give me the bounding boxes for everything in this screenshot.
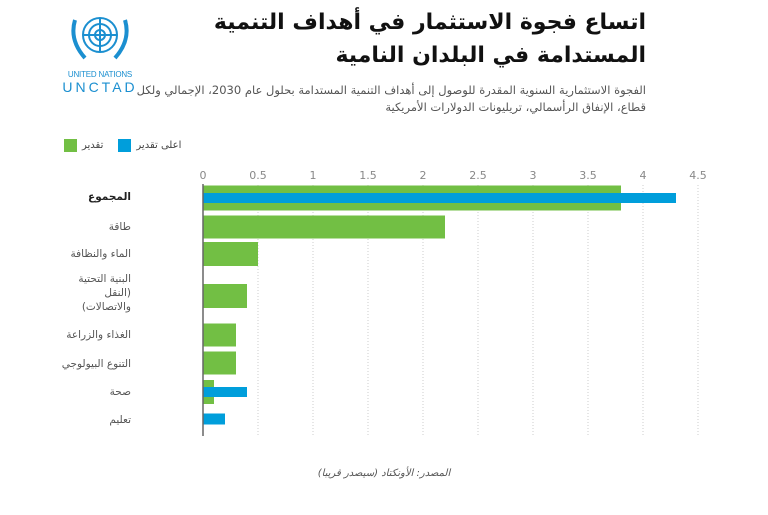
x-tick-label: 4.5 <box>689 169 707 182</box>
x-tick-label: 1 <box>310 169 317 182</box>
unctad-logo: UNITED NATIONS UNCTAD <box>62 6 138 95</box>
category-label-education: تعليم <box>109 414 131 426</box>
x-tick-label: 3.5 <box>579 169 597 182</box>
x-tick-label: 2 <box>420 169 427 182</box>
x-tick-label: 3 <box>530 169 537 182</box>
x-tick-label: 0.5 <box>249 169 267 182</box>
bar-estimate <box>203 351 236 375</box>
x-tick-label: 1.5 <box>359 169 377 182</box>
category-label-energy: طاقة <box>108 221 131 233</box>
category-label-food: الغذاء والزراعة <box>66 329 131 341</box>
logo-text-un: UNITED NATIONS <box>67 70 133 79</box>
bar-high-estimate <box>203 413 225 425</box>
bar-estimate <box>203 284 247 308</box>
category-label-biodiversity: التنوع البيولوجي <box>61 358 131 370</box>
category-label-water: الماء والنظافة <box>70 248 131 260</box>
bar-estimate <box>203 215 445 239</box>
bar-high-estimate <box>203 387 247 397</box>
category-label-infrastructure: البنية التحتية (النقل والاتصالات) <box>78 273 131 313</box>
un-emblem-icon <box>71 17 129 60</box>
legend-label-high-estimate: اعلى تقدير <box>136 140 182 151</box>
logo-text-unctad: UNCTAD <box>62 79 138 95</box>
legend: اعلى تقدير تقدير <box>64 139 181 152</box>
bar-estimate <box>203 242 258 266</box>
category-label-total: المجموع <box>88 191 131 203</box>
bar-estimate <box>203 323 236 347</box>
bar-high-estimate <box>203 193 676 203</box>
chart-subtitle: الفجوة الاستثمارية السنوية المقدرة للوصو… <box>136 83 646 114</box>
x-tick-label: 2.5 <box>469 169 487 182</box>
category-label-health: صحة <box>109 386 131 398</box>
source-note: المصدر: الأونكتاد (سيصدر قريبا) <box>317 468 451 479</box>
legend-swatch-estimate <box>64 139 77 152</box>
x-tick-label: 4 <box>640 169 647 182</box>
x-tick-label: 0 <box>200 169 207 182</box>
legend-label-estimate: تقدير <box>82 140 104 151</box>
chart-title: اتساع فجوة الاستثمار في أهداف التنمية ال… <box>213 10 646 68</box>
legend-swatch-high-estimate <box>118 139 132 152</box>
